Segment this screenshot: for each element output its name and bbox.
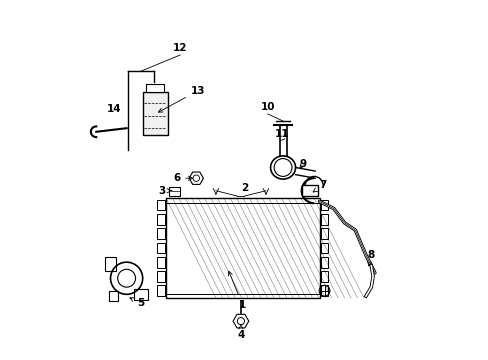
Text: 4: 4: [237, 325, 244, 341]
Bar: [320, 243, 328, 253]
Bar: [157, 243, 164, 253]
Bar: [320, 285, 328, 296]
Text: 6: 6: [173, 173, 192, 183]
Text: 8: 8: [367, 250, 374, 266]
Text: 9: 9: [299, 159, 306, 169]
Bar: [134, 289, 148, 300]
Bar: [142, 93, 167, 135]
Bar: [301, 185, 317, 196]
Bar: [157, 285, 164, 296]
Text: 3: 3: [159, 186, 171, 196]
Bar: [320, 228, 328, 239]
Bar: [157, 214, 164, 225]
Bar: [157, 257, 164, 267]
Bar: [157, 200, 164, 210]
Text: 14: 14: [106, 104, 121, 114]
Bar: [320, 200, 328, 210]
Text: 11: 11: [274, 129, 289, 139]
Bar: [157, 228, 164, 239]
Bar: [157, 271, 164, 282]
Text: 13: 13: [158, 86, 205, 112]
Text: 1: 1: [228, 271, 246, 310]
Bar: [108, 291, 118, 301]
Bar: [320, 257, 328, 267]
Bar: [320, 271, 328, 282]
Bar: [169, 187, 180, 196]
Text: 10: 10: [260, 102, 274, 112]
Bar: [320, 214, 328, 225]
Bar: [165, 198, 319, 298]
Polygon shape: [189, 172, 203, 184]
Text: 2: 2: [241, 183, 247, 193]
Bar: [146, 84, 164, 93]
Text: 5: 5: [130, 298, 144, 308]
Bar: [105, 257, 116, 271]
Polygon shape: [233, 314, 248, 328]
Text: 12: 12: [173, 44, 187, 53]
Text: 7: 7: [312, 180, 326, 192]
